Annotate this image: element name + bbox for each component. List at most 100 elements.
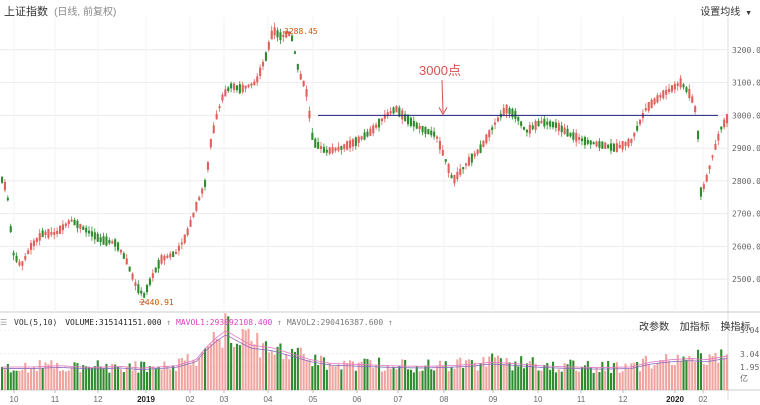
- candle-body: [79, 224, 82, 229]
- volume-bar: [708, 354, 711, 390]
- price-tick-label: 3000.00: [732, 111, 760, 120]
- volume-bar: [383, 370, 386, 390]
- volume-bar: [6, 363, 9, 390]
- candle-body: [209, 139, 212, 148]
- candle-body: [473, 153, 476, 157]
- candle-body: [247, 84, 250, 87]
- candle-body: [302, 80, 305, 87]
- candle-body: [41, 230, 44, 238]
- volume-bar: [363, 358, 366, 390]
- candle-body: [27, 250, 30, 254]
- volume-bar: [360, 361, 363, 390]
- volume-bar: [85, 366, 88, 390]
- volume-bar: [163, 361, 166, 390]
- volume-bar: [35, 371, 38, 390]
- volume-bar: [650, 368, 653, 390]
- volume-bar: [450, 367, 453, 390]
- candle-body: [714, 143, 717, 150]
- volume-bar: [618, 372, 621, 390]
- volume-indicator-bar: ☰ VOL(5,10) VOLUME:315141151.000 ↑ MAVOL…: [0, 318, 393, 327]
- volume-bar: [572, 360, 575, 390]
- volume-bar: [372, 367, 375, 390]
- volume-bar: [659, 360, 662, 390]
- ma-settings-button[interactable]: 设置均线 ▼: [700, 3, 752, 18]
- volume-bar: [256, 332, 259, 390]
- volume-bar: [604, 370, 607, 390]
- x-tick-label: 09: [489, 395, 498, 404]
- candle-body: [180, 242, 183, 245]
- volume-bar: [523, 368, 526, 390]
- candle-body: [528, 124, 531, 134]
- volume-bar: [389, 368, 392, 390]
- volume-bar: [615, 362, 618, 390]
- volume-bar: [369, 360, 372, 390]
- candle-body: [206, 162, 209, 170]
- candle-body: [676, 83, 679, 87]
- index-name: 上证指数: [4, 6, 48, 18]
- change-params-button[interactable]: 改参数: [639, 322, 669, 333]
- add-indicator-button[interactable]: 加指标: [679, 322, 710, 333]
- candle-body: [44, 231, 47, 236]
- volume-bar: [418, 371, 421, 390]
- volume-bar: [412, 372, 415, 390]
- volume-bar: [717, 362, 720, 390]
- volume-bar: [592, 372, 595, 390]
- volume-bar: [699, 353, 702, 390]
- candle-body: [647, 102, 650, 111]
- volume-bar: [589, 367, 592, 390]
- mavol2-line: [2, 334, 728, 371]
- volume-bar: [401, 359, 404, 390]
- index-subtitle: (日线, 前复权): [54, 7, 117, 18]
- switch-indicator-button[interactable]: 换指标: [720, 322, 751, 333]
- volume-bar: [198, 358, 201, 390]
- x-tick-label: 08: [440, 395, 449, 404]
- candle-body: [85, 227, 88, 233]
- x-tick-label: 10: [534, 395, 543, 404]
- candle-body: [18, 261, 21, 266]
- candle-body: [583, 137, 586, 146]
- volume-bar: [108, 372, 111, 390]
- candle-body: [221, 94, 224, 101]
- menu-icon[interactable]: ☰: [0, 318, 8, 327]
- volume-bar: [392, 366, 395, 390]
- volume-bar: [125, 367, 128, 390]
- volume-bar: [366, 359, 369, 390]
- candle-body: [59, 225, 62, 234]
- candle-body: [624, 142, 627, 146]
- volume-bar: [79, 371, 82, 390]
- candle-body: [24, 256, 27, 260]
- volume-bar: [186, 354, 189, 390]
- indicator-buttons: 改参数 加指标 换指标: [639, 318, 751, 333]
- volume-bar: [653, 364, 656, 390]
- volume-bar: [467, 359, 470, 390]
- candle-body: [627, 139, 630, 147]
- candle-body: [691, 96, 694, 103]
- candle-body: [175, 252, 178, 254]
- volume-bar: [61, 370, 64, 390]
- x-tick-label: 04: [264, 395, 273, 404]
- volume-bar: [636, 361, 639, 390]
- candle-body: [256, 76, 259, 83]
- volume-bar: [235, 343, 238, 390]
- candle-body: [105, 236, 108, 246]
- vol-label: VOL(5,10): [14, 318, 58, 327]
- x-tick-label: 12: [619, 395, 628, 404]
- candle-body: [354, 137, 357, 146]
- candle-body: [427, 129, 430, 135]
- candle-body: [581, 138, 584, 142]
- candle-body: [241, 84, 244, 92]
- volume-bar: [639, 371, 642, 390]
- candle-body: [250, 83, 253, 86]
- volume-bar: [82, 365, 85, 390]
- volume-bar: [241, 329, 244, 390]
- volume-bar: [447, 371, 450, 390]
- candle-body: [511, 108, 514, 118]
- candle-body: [598, 141, 601, 148]
- price-tick-label: 2800.00: [732, 177, 760, 186]
- candle-body: [82, 226, 85, 230]
- candle-body: [662, 90, 665, 99]
- volume-bar: [201, 352, 204, 390]
- candle-body: [589, 140, 592, 145]
- candle-body: [253, 81, 256, 86]
